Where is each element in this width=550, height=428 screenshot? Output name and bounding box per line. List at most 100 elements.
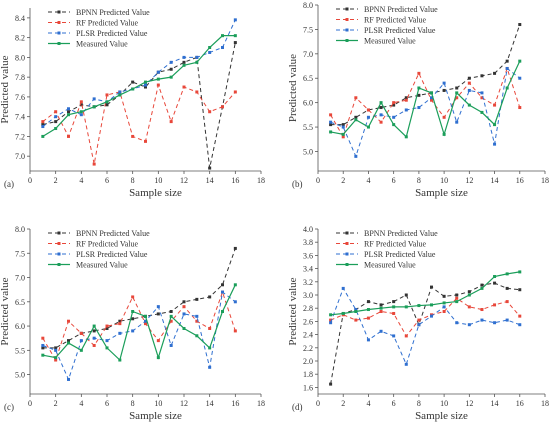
data-point: [131, 317, 135, 321]
y-tick-label: 8.4: [15, 14, 25, 23]
panel-label: (c): [4, 402, 14, 412]
x-tick-label: 18: [257, 399, 265, 408]
y-tick-label: 7.0: [15, 274, 25, 283]
data-point: [480, 286, 484, 290]
data-point: [392, 101, 396, 105]
data-point: [41, 120, 45, 124]
data-point: [518, 23, 522, 27]
data-point: [392, 305, 396, 309]
x-tick-label: 14: [491, 176, 499, 185]
data-point: [67, 107, 70, 111]
data-point: [354, 115, 358, 119]
series-plsr-predicted-value: [329, 66, 522, 158]
data-point: [169, 314, 173, 318]
x-tick-label: 16: [516, 399, 524, 408]
y-axis-label: Predicted value: [287, 277, 299, 345]
data-point: [379, 101, 383, 105]
data-point: [79, 339, 83, 343]
data-point: [442, 310, 446, 313]
data-point: [366, 108, 370, 112]
data-point: [54, 120, 58, 124]
x-tick-label: 8: [417, 176, 421, 185]
data-point: [392, 103, 396, 107]
data-point: [233, 90, 237, 94]
data-point: [182, 300, 186, 304]
y-tick-label: 8.0: [303, 1, 313, 10]
panel-a: 0 2 4 6 8 10 12 14 16 18 7.0 7.2 7.4 7.6 7.8 8.0 8.2 8.4 S…: [0, 8, 265, 199]
series-line: [330, 282, 520, 385]
data-point: [54, 358, 58, 362]
legend-marker: [57, 263, 61, 266]
x-tick-label: 4: [79, 176, 83, 185]
series-measured-value: [41, 283, 237, 362]
data-point: [118, 358, 122, 362]
data-point: [430, 314, 433, 318]
data-point: [118, 90, 122, 94]
data-point: [67, 339, 70, 343]
series-bpnn-predicted-value: [329, 23, 522, 127]
data-point: [195, 314, 199, 318]
data-point: [467, 323, 471, 327]
data-point: [105, 346, 109, 350]
y-tick-label: 3.6: [303, 251, 313, 260]
data-point: [208, 166, 212, 170]
data-point: [341, 132, 345, 136]
data-point: [455, 91, 459, 95]
y-tick-label: 4.0: [303, 225, 313, 234]
legend: BPNN Predicted Value RF Predicted ValuePL…: [336, 5, 438, 46]
data-point: [92, 336, 96, 340]
data-point: [144, 85, 147, 89]
x-tick-label: 16: [516, 176, 524, 185]
x-tick-label: 6: [392, 176, 396, 185]
y-tick-label: 3.2: [303, 278, 313, 287]
data-point: [208, 365, 212, 369]
data-point: [366, 125, 370, 129]
series-bpnn-predicted-value: [41, 41, 237, 170]
x-tick-label: 8: [417, 399, 421, 408]
y-tick-label: 2.2: [303, 344, 313, 353]
data-point: [67, 113, 70, 117]
data-point: [417, 106, 421, 110]
y-tick-label: 8.2: [15, 34, 25, 43]
data-point: [379, 310, 383, 313]
data-point: [430, 96, 433, 100]
data-point: [379, 120, 383, 124]
data-point: [41, 134, 45, 138]
legend-marker: [57, 252, 61, 256]
legend-label: RF Predicted Value: [364, 240, 427, 249]
panel-label: (d): [292, 402, 303, 412]
data-point: [467, 103, 471, 107]
legend-label: BPNN Predicted Value: [76, 8, 150, 17]
data-point: [442, 115, 446, 119]
data-point: [354, 96, 358, 100]
data-point: [417, 71, 421, 75]
panel-c: 0 2 4 6 8 10 12 14 16 18 5.0 5.5 6.0 6.5 7.0 7.5 8.0 Samp…: [0, 225, 265, 422]
data-point: [182, 305, 186, 309]
data-point: [208, 50, 212, 54]
y-tick-label: 2.4: [303, 331, 313, 340]
data-point: [404, 305, 408, 309]
data-point: [329, 382, 333, 386]
series-line: [42, 83, 236, 165]
series-line: [330, 271, 520, 316]
data-point: [392, 300, 396, 304]
legend-label: Measured Value: [76, 261, 128, 270]
data-point: [480, 96, 484, 100]
series-line: [42, 290, 236, 362]
data-point: [392, 115, 396, 119]
data-point: [195, 297, 199, 301]
y-tick-label: 6.5: [15, 298, 25, 307]
data-point: [493, 71, 497, 75]
data-point: [156, 312, 160, 316]
data-point: [67, 134, 70, 138]
x-tick-label: 16: [231, 399, 239, 408]
y-tick-label: 2.8: [303, 304, 313, 313]
y-tick-label: 7.0: [303, 50, 313, 59]
x-tick-label: 12: [180, 399, 188, 408]
y-tick-label: 6.0: [303, 99, 313, 108]
data-point: [493, 303, 497, 307]
x-tick-label: 4: [366, 176, 370, 185]
data-point: [442, 88, 446, 92]
data-point: [144, 80, 147, 84]
data-point: [467, 305, 471, 309]
